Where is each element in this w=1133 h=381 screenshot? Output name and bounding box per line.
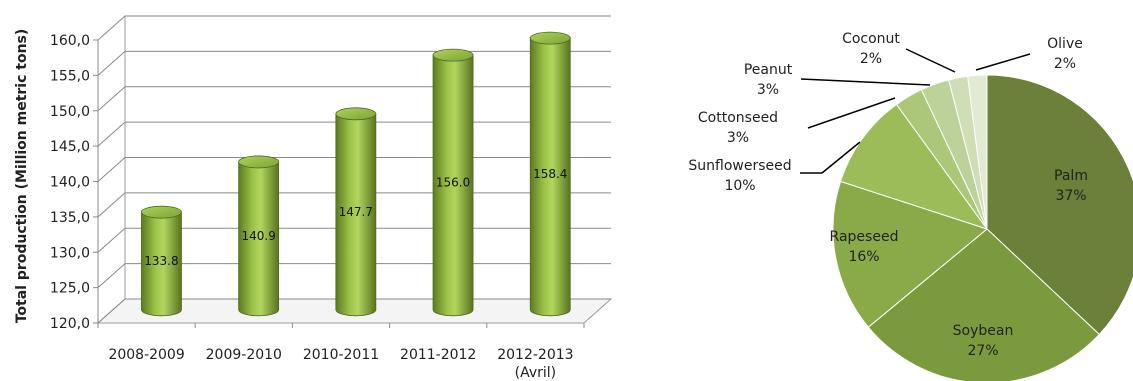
- pie-slice-label: Cottonseed: [698, 110, 778, 126]
- pie-slice: [867, 228, 1100, 381]
- gridline: [97, 15, 611, 41]
- leader-lines: [800, 48, 1031, 174]
- x-tick-labels: 2008-2009 2009-2010 2010-2011 2011-2012 2012…: [97, 323, 585, 381]
- pie-slice-label: Peanut: [744, 62, 793, 78]
- bar-top: [335, 107, 377, 121]
- x-tick-label: 2010-2011: [303, 347, 379, 363]
- bar-value-label: 140.9: [241, 229, 275, 243]
- bar: 147.7: [335, 107, 377, 317]
- leader-line: [807, 97, 896, 129]
- y-tick-label: 135,0: [50, 210, 90, 226]
- y-tick-label: 125,0: [50, 281, 90, 297]
- production-bar-chart: 120,0 125,0 130,0 135,0 140,0 145,0 150,0 155,0…: [14, 15, 613, 381]
- pie-slice: [986, 74, 1133, 336]
- y-tick-label: 130,0: [50, 245, 90, 261]
- bar-body: [335, 113, 377, 317]
- bar-value-label: 133.8: [144, 254, 178, 268]
- bar-top: [529, 31, 571, 45]
- bar: 158.4: [529, 31, 571, 317]
- y-tick-label: 155,0: [50, 68, 90, 84]
- pie-percent-label: 2%: [860, 51, 882, 67]
- pie-percent-label: 3%: [757, 82, 779, 98]
- bar: 140.9: [238, 155, 280, 317]
- x-tick-label: 2009-2010: [206, 347, 282, 363]
- pie-slice-label: Soybean: [953, 323, 1014, 339]
- y-tick-label: 145,0: [50, 139, 90, 155]
- pie-slice-label: Rapeseed: [830, 229, 899, 245]
- bar: 156.0: [432, 48, 474, 317]
- leader-line: [905, 48, 956, 73]
- bar-value-label: 147.7: [339, 205, 373, 219]
- leader-line: [800, 78, 931, 86]
- pie-percent-label: 16%: [848, 249, 879, 265]
- pie-slice-label: Palm: [1054, 168, 1088, 184]
- pie-slice: [839, 103, 989, 230]
- pie-slice: [967, 74, 988, 230]
- y-tick-label: 140,0: [50, 175, 90, 191]
- pie-labels: Palm 37% Soybean 27% Rapeseed 16% Sunflowersee…: [688, 31, 1088, 359]
- pie-slice-label: Sunflowerseed: [688, 158, 791, 174]
- pie-percent-label: 37%: [1055, 188, 1086, 204]
- pie-slice: [832, 180, 989, 328]
- pie-percent-label: 2%: [1054, 56, 1076, 72]
- x-tick-label: 2008-2009: [108, 347, 184, 363]
- pie-slice-label: Coconut: [842, 31, 900, 47]
- leader-line: [975, 53, 1031, 71]
- bar-body: [141, 211, 182, 317]
- y-tick-labels: 120,0 125,0 130,0 135,0 140,0 145,0 150,0 155,0…: [50, 33, 90, 332]
- pie-percent-label: 10%: [724, 178, 755, 194]
- y-tick-label: 160,0: [50, 33, 90, 49]
- x-tick-label: 2011-2012: [400, 347, 476, 363]
- bar-top: [432, 48, 474, 62]
- bar-body: [529, 37, 571, 317]
- bars: 133.8 140.9 147.7 156.0 158.4: [141, 31, 571, 317]
- bar-body: [432, 54, 474, 317]
- bar-body: [238, 161, 280, 317]
- y-axis-label: Total production (Million metric tons): [14, 29, 30, 324]
- x-tick-label: (Avril): [515, 365, 557, 381]
- oil-share-pie-chart: Palm 37% Soybean 27% Rapeseed 16% Sunflowersee…: [688, 31, 1133, 381]
- pie-percent-label: 27%: [967, 343, 998, 359]
- bar: 133.8: [141, 205, 182, 317]
- pie-slice-label: Olive: [1047, 36, 1083, 52]
- pie-percent-label: 3%: [727, 130, 749, 146]
- bar-value-label: 158.4: [533, 167, 567, 181]
- y-tick-label: 150,0: [50, 104, 90, 120]
- bar-value-label: 156.0: [436, 175, 470, 189]
- bar-top: [141, 205, 182, 219]
- x-tick-label: 2012-2013: [497, 347, 573, 363]
- y-tick-label: 120,0: [50, 316, 90, 332]
- leader-line: [821, 141, 861, 174]
- bar-top: [238, 155, 280, 169]
- pie-slices: [832, 74, 1133, 381]
